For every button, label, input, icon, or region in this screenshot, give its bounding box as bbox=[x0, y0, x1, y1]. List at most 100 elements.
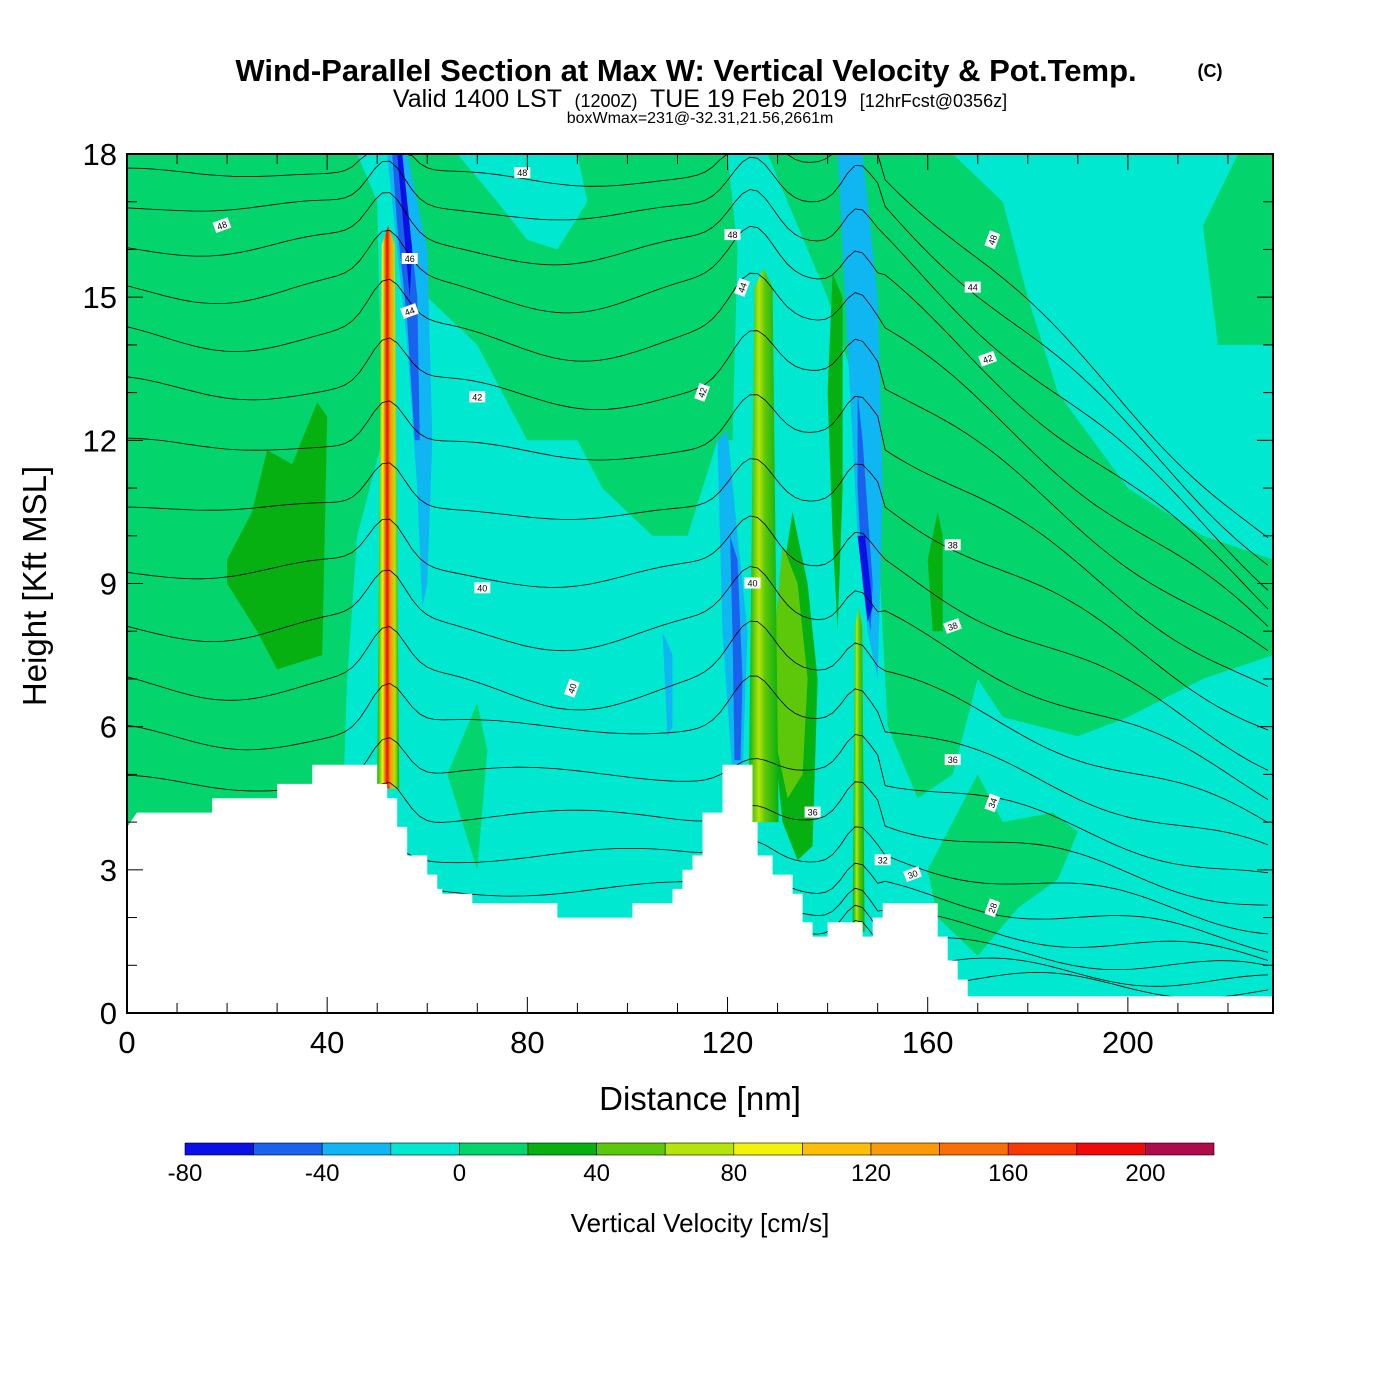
colorbar-tick-label: -80 bbox=[168, 1160, 203, 1187]
downdraft-2-inner bbox=[730, 535, 743, 761]
contour-label: 44 bbox=[400, 303, 419, 319]
colorbar-swatch bbox=[1007, 1142, 1078, 1156]
colorbar-swatch bbox=[664, 1142, 735, 1156]
contour-label-text: 48 bbox=[216, 219, 229, 232]
contour-label-text: 46 bbox=[405, 254, 415, 264]
contour-label: 36 bbox=[944, 754, 961, 766]
contour-label-bg bbox=[944, 539, 961, 551]
contour-label-bg bbox=[734, 278, 750, 297]
colorbar-tick-label: 160 bbox=[988, 1160, 1028, 1187]
colorbar-tick-label: -40 bbox=[305, 1160, 340, 1187]
contour-label-bg bbox=[964, 281, 981, 293]
colorbar-swatch bbox=[184, 1142, 254, 1156]
mid-upper-cyan bbox=[457, 154, 588, 250]
theta-contour-line bbox=[127, 675, 1269, 846]
contour-label-bg bbox=[978, 350, 998, 367]
contour-label-text: 36 bbox=[808, 808, 818, 818]
colorbar-swatch bbox=[939, 1142, 1009, 1156]
downdraft-3-outer bbox=[837, 154, 883, 679]
theta-contour-line bbox=[127, 566, 1269, 800]
y-tick-label: 12 bbox=[83, 423, 117, 458]
colorbar: -80 -40 0 40 80 120 160 200 bbox=[168, 1142, 1215, 1187]
contour-label-bg bbox=[564, 678, 580, 698]
x-tick-label: 80 bbox=[510, 1025, 544, 1060]
x-tick-label: 120 bbox=[702, 1025, 754, 1060]
contour-label-bg bbox=[474, 582, 491, 594]
contour-label-bg bbox=[212, 217, 232, 234]
contour-label-text: 32 bbox=[878, 855, 888, 865]
x-tick-label: 0 bbox=[118, 1025, 135, 1060]
contour-label: 42 bbox=[469, 391, 486, 403]
y-tick-label: 9 bbox=[100, 567, 117, 602]
box-info: boxWmax=231@-32.31,21.56,2661m bbox=[567, 110, 834, 127]
contour-label-bg bbox=[744, 577, 761, 589]
theta-contour-line bbox=[127, 154, 1269, 539]
contour-label-text: 48 bbox=[727, 230, 737, 240]
theta-contour-line bbox=[127, 458, 1269, 731]
contour-label: 44 bbox=[964, 281, 981, 293]
contour-label-bg bbox=[984, 793, 1001, 813]
contour-label-text: 30 bbox=[906, 868, 919, 881]
chart-title: Wind-Parallel Section at Max W: Vertical… bbox=[235, 53, 1136, 88]
theta-contour-line bbox=[127, 620, 1269, 823]
y-tick-label: 3 bbox=[100, 853, 117, 888]
colorbar-swatch bbox=[870, 1142, 940, 1156]
east-small-core bbox=[927, 511, 943, 632]
contour-label: 46 bbox=[401, 253, 418, 264]
colorbar-tick-label: 0 bbox=[453, 1160, 466, 1187]
valid-prefix: Valid 1400 LST bbox=[393, 85, 562, 113]
y-tick-label: 15 bbox=[83, 280, 117, 315]
copyright-mark: (C) bbox=[1198, 61, 1223, 81]
west-updraft-core bbox=[227, 402, 328, 670]
theta-contour-line bbox=[127, 272, 1269, 627]
contour-label-text: 34 bbox=[986, 797, 999, 810]
colorbar-swatch bbox=[527, 1142, 597, 1156]
theta-contour-line bbox=[127, 394, 1269, 687]
contour-label-bg bbox=[401, 253, 418, 264]
contour-label-text: 48 bbox=[986, 233, 999, 246]
contour-label: 48 bbox=[212, 217, 232, 234]
theta-contour-line bbox=[127, 225, 1269, 610]
contour-label: 38 bbox=[944, 539, 961, 551]
theta-contour-line bbox=[127, 515, 1269, 771]
colorbar-swatch bbox=[459, 1142, 529, 1156]
contour-label-bg bbox=[874, 854, 891, 866]
contour-label-text: 40 bbox=[747, 579, 757, 589]
contour-label-text: 38 bbox=[946, 620, 959, 633]
contour-label: 34 bbox=[984, 793, 1001, 813]
contour-label-bg bbox=[984, 230, 1001, 250]
colorbar-swatch bbox=[321, 1142, 392, 1156]
colorbar-tick-label: 40 bbox=[583, 1160, 610, 1187]
contour-label-bg bbox=[984, 898, 1001, 918]
colorbar-swatch bbox=[596, 1142, 666, 1156]
contour-label: 42 bbox=[694, 383, 710, 402]
theta-contour-line bbox=[127, 330, 1269, 652]
y-tick-label: 18 bbox=[83, 137, 117, 172]
contour-label: 40 bbox=[744, 577, 761, 589]
colorbar-tick-label: 200 bbox=[1125, 1160, 1165, 1187]
contour-label-bg bbox=[694, 383, 710, 402]
contour-label: 40 bbox=[564, 678, 580, 698]
updraft-ridge-3 bbox=[852, 607, 865, 932]
valid-utc: (1200Z) bbox=[574, 91, 637, 111]
colorbar-swatch bbox=[733, 1142, 803, 1156]
contour-label: 40 bbox=[474, 582, 491, 594]
terrain bbox=[127, 764, 1273, 1013]
contour-label-text: 42 bbox=[472, 392, 482, 402]
contour-label: 48 bbox=[984, 230, 1001, 250]
colorbar-swatch bbox=[802, 1142, 872, 1156]
contour-label-bg bbox=[724, 229, 741, 241]
contour-label: 38 bbox=[943, 618, 962, 634]
valid-date: TUE 19 Feb 2019 bbox=[650, 85, 847, 113]
terrain-fill bbox=[127, 764, 1273, 1013]
contour-label: 48 bbox=[724, 229, 741, 241]
contour-label-text: 28 bbox=[986, 902, 999, 915]
ridge-2-yellowgreen bbox=[772, 545, 808, 799]
theta-contour-line bbox=[127, 156, 1269, 566]
contour-label-bg bbox=[469, 391, 486, 403]
mid-upper-region bbox=[402, 154, 738, 536]
contour-labels: 48 48 48 48 46 44 44 44 42 42 42 40 40 40 38 38 36 36 34 32… bbox=[212, 167, 1001, 918]
contour-label-bg bbox=[400, 303, 419, 319]
theta-contour-line bbox=[127, 189, 1269, 591]
